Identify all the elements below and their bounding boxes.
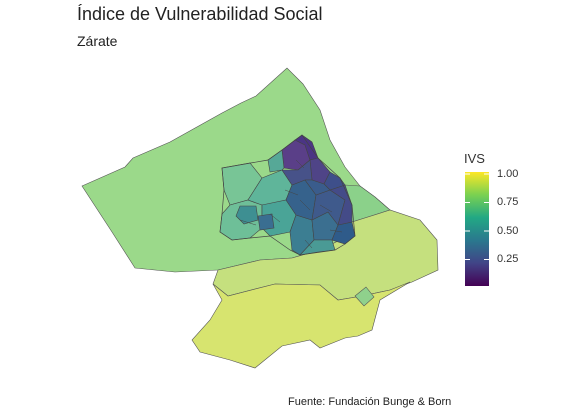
legend-tick-label: 0.75 <box>497 196 519 208</box>
region-far-south <box>191 281 411 369</box>
urban-block <box>257 213 275 231</box>
urban-outline <box>219 134 356 256</box>
source-caption: Fuente: Fundación Bunge & Born <box>288 396 452 408</box>
urban-block <box>331 221 356 245</box>
legend-tick-label: 0.50 <box>497 225 519 237</box>
legend-tick-label: 1.00 <box>497 168 519 180</box>
urban-grid-lines <box>239 159 343 249</box>
region-small-parcel <box>354 286 375 307</box>
map-subtitle: Zárate <box>77 33 118 49</box>
legend-title: IVS <box>464 151 485 166</box>
urban-block <box>304 179 331 196</box>
map-title: Índice de Vulnerabilidad Social <box>77 4 323 24</box>
legend-tick-label: 0.25 <box>497 253 519 265</box>
legend-colorbar <box>465 172 489 286</box>
urban-block <box>235 205 259 225</box>
